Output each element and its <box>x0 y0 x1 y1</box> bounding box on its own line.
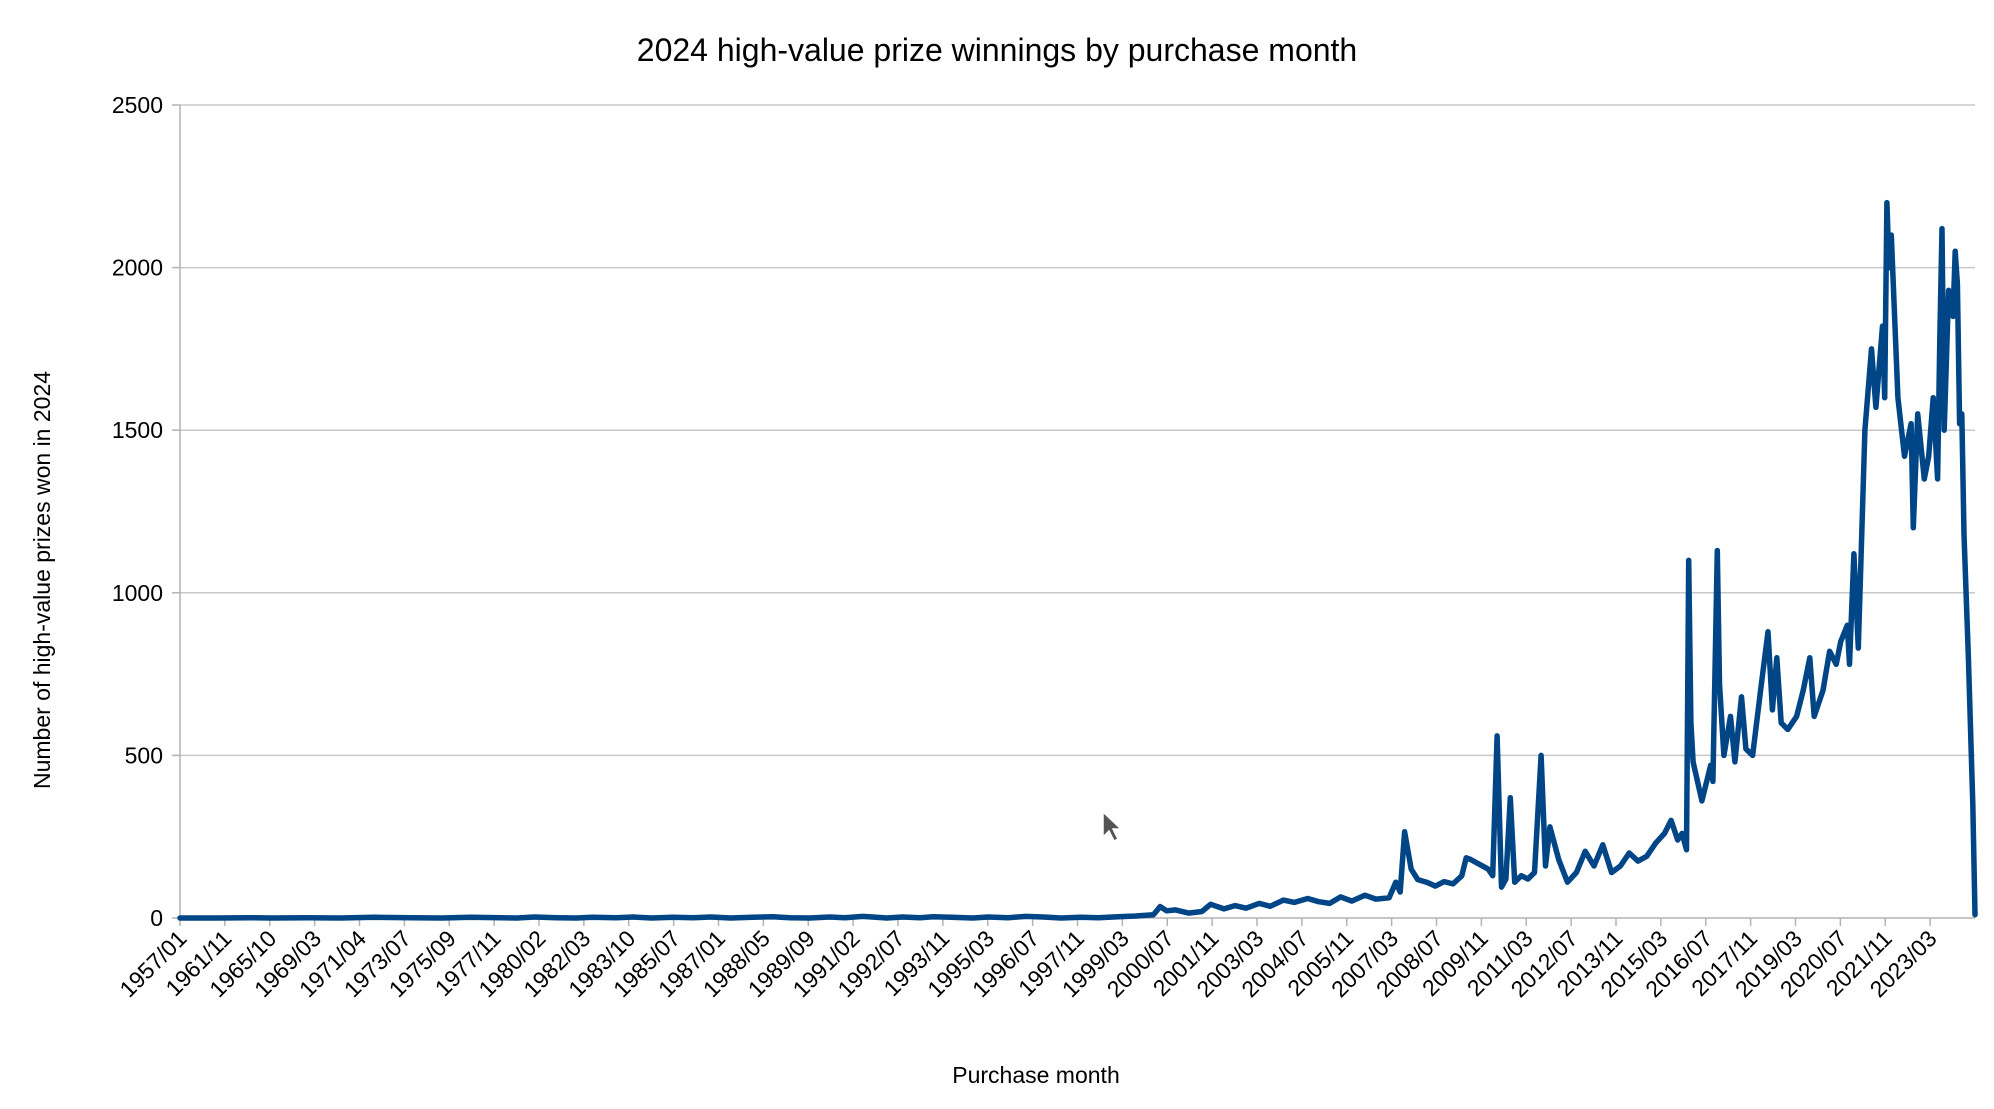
series-lines <box>177 199 1978 921</box>
y-tick-label: 0 <box>150 905 163 931</box>
y-tick-label: 1500 <box>112 417 163 443</box>
y-axis: 0 500 1000 1500 2000 2500 <box>112 92 1975 931</box>
y-tick-label: 1000 <box>112 580 163 606</box>
y-axis-title: Number of high-value prizes won in 2024 <box>29 371 55 789</box>
mouse-cursor-icon <box>1102 810 1123 843</box>
x-axis: 1957/011961/111965/101969/031971/041973/… <box>114 918 1942 1002</box>
y-tick-label: 2500 <box>112 92 163 118</box>
y-tick-label: 2000 <box>112 255 163 281</box>
y-tick-label: 500 <box>125 742 163 768</box>
x-axis-title: Purchase month <box>952 1062 1119 1088</box>
chart-title: 2024 high-value prize winnings by purcha… <box>637 32 1357 68</box>
grid-lines <box>180 104 1975 757</box>
series-line <box>177 199 1978 921</box>
